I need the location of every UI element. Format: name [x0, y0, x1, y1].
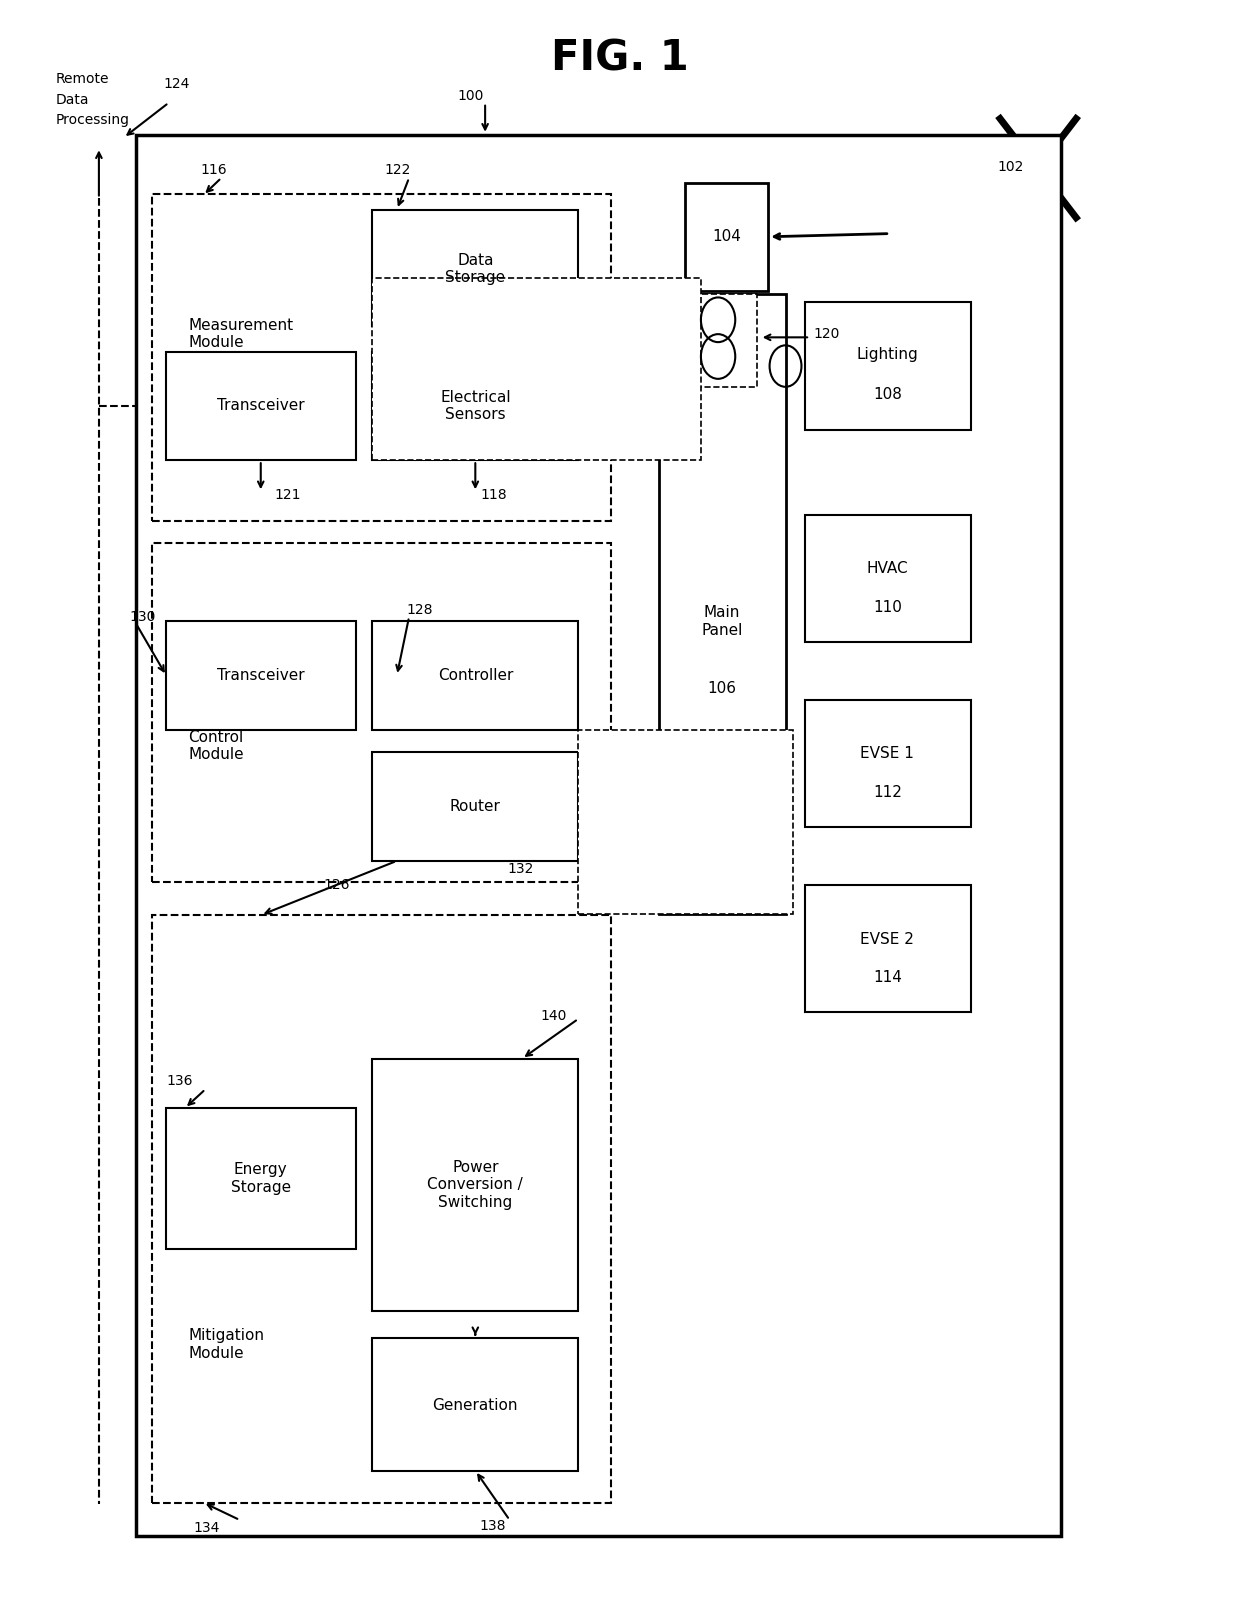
Text: 100: 100: [458, 89, 484, 103]
Bar: [805, 700, 971, 828]
Text: 124: 124: [164, 77, 190, 90]
Text: 112: 112: [873, 784, 901, 800]
Text: Control
Module: Control Module: [188, 729, 244, 762]
Bar: [372, 752, 578, 861]
Bar: [372, 279, 701, 460]
Text: Controller: Controller: [438, 668, 513, 683]
Bar: [677, 295, 758, 386]
Text: Remote: Remote: [56, 72, 109, 85]
Text: EVSE 1: EVSE 1: [861, 747, 914, 762]
Text: 140: 140: [541, 1009, 567, 1022]
Bar: [166, 621, 356, 729]
Text: 121: 121: [274, 488, 301, 502]
Bar: [372, 351, 578, 460]
Text: 134: 134: [193, 1521, 219, 1534]
Bar: [805, 515, 971, 642]
Text: 130: 130: [129, 610, 156, 623]
Text: Energy
Storage: Energy Storage: [231, 1162, 291, 1195]
Text: 120: 120: [813, 327, 841, 341]
Bar: [684, 182, 769, 291]
Text: 138: 138: [479, 1520, 506, 1533]
Text: 102: 102: [998, 159, 1024, 174]
Bar: [578, 729, 792, 913]
Bar: [151, 543, 611, 882]
Text: EVSE 2: EVSE 2: [861, 932, 914, 947]
Text: 128: 128: [407, 604, 433, 617]
Bar: [135, 135, 1061, 1536]
Bar: [166, 351, 356, 460]
Text: Generation: Generation: [433, 1397, 518, 1412]
Text: Electrical
Sensors: Electrical Sensors: [440, 390, 511, 422]
Bar: [372, 621, 578, 729]
Bar: [372, 1059, 578, 1311]
Text: 106: 106: [707, 681, 737, 696]
Text: 104: 104: [712, 229, 742, 245]
Text: Power
Conversion /
Switching: Power Conversion / Switching: [428, 1159, 523, 1209]
Bar: [151, 914, 611, 1502]
Bar: [805, 886, 971, 1013]
Text: 118: 118: [480, 488, 507, 502]
Bar: [805, 303, 971, 430]
Text: 126: 126: [324, 877, 350, 892]
Text: HVAC: HVAC: [867, 562, 908, 576]
Bar: [660, 295, 785, 913]
Text: Mitigation
Module: Mitigation Module: [188, 1328, 264, 1360]
Bar: [151, 193, 611, 522]
Bar: [372, 209, 578, 327]
Bar: [372, 1338, 578, 1470]
Text: 132: 132: [507, 861, 533, 876]
Text: Transceiver: Transceiver: [217, 668, 305, 683]
Text: Router: Router: [450, 799, 501, 815]
Text: Lighting: Lighting: [857, 348, 918, 362]
Text: Measurement
Module: Measurement Module: [188, 317, 294, 351]
Text: 110: 110: [873, 599, 901, 615]
Text: 136: 136: [166, 1074, 193, 1088]
Text: 122: 122: [384, 163, 410, 177]
Text: Main
Panel: Main Panel: [701, 605, 743, 638]
Text: 108: 108: [873, 388, 901, 402]
Text: 116: 116: [201, 163, 227, 177]
Text: FIG. 1: FIG. 1: [551, 37, 689, 79]
Text: 114: 114: [873, 969, 901, 985]
Text: Data
Storage: Data Storage: [445, 253, 506, 285]
Text: Transceiver: Transceiver: [217, 398, 305, 414]
Text: Data: Data: [56, 92, 89, 106]
Bar: [166, 1108, 356, 1249]
Text: Processing: Processing: [56, 113, 130, 127]
